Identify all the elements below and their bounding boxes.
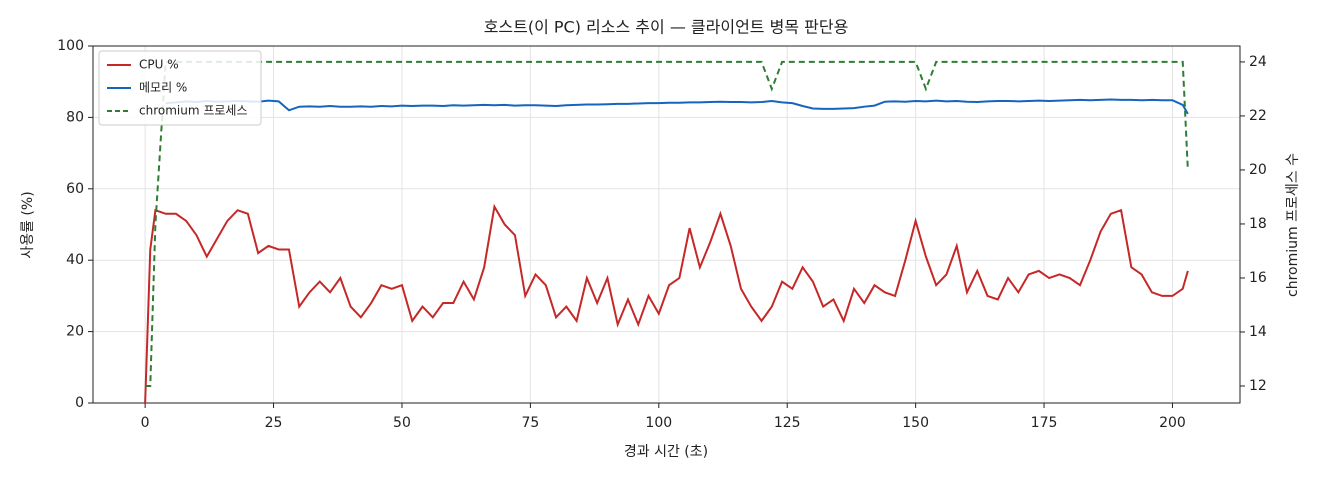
series-line — [144, 203, 1189, 404]
x-tick-label: 125 — [774, 415, 801, 431]
y-tick-label: 60 — [66, 181, 84, 197]
chart-title: 호스트(이 PC) 리소스 추이 — 클라이언트 병목 판단용 — [484, 18, 849, 37]
x-tick-label: 150 — [902, 415, 929, 431]
y2-tick-label: 22 — [1249, 108, 1267, 124]
legend-label: 메모리 % — [139, 81, 187, 95]
legend-label: CPU % — [139, 58, 179, 72]
x-tick-label: 25 — [265, 415, 283, 431]
y2-axis-label: chromium 프로세스 수 — [1285, 153, 1301, 297]
x-tick-label: 0 — [141, 415, 150, 431]
legend-label: chromium 프로세스 — [139, 104, 248, 118]
x-tick-label: 175 — [1031, 415, 1058, 431]
legend-box — [98, 50, 262, 126]
y-tick-label: 40 — [66, 252, 84, 268]
x-tick-label: 50 — [393, 415, 411, 431]
y-tick-label: 20 — [66, 324, 84, 340]
series-line — [145, 60, 1189, 387]
y2-tick-label: 14 — [1249, 324, 1267, 340]
y-axis-label: 사용률 (%) — [20, 191, 36, 258]
y2-tick-label: 18 — [1249, 216, 1267, 232]
y2-tick-label: 16 — [1249, 270, 1267, 286]
x-tick-label: 100 — [645, 415, 672, 431]
y2-tick-label: 20 — [1249, 162, 1267, 178]
y-tick-label: 0 — [75, 395, 84, 411]
y2-tick-label: 24 — [1249, 54, 1267, 70]
y2-tick-label: 12 — [1249, 378, 1267, 394]
series-line — [165, 98, 1189, 115]
y-tick-label: 100 — [57, 38, 84, 54]
x-tick-label: 75 — [521, 415, 539, 431]
x-tick-label: 200 — [1159, 415, 1186, 431]
plot-frame — [92, 45, 1241, 404]
x-axis-label: 경과 시간 (초) — [624, 444, 708, 460]
y-tick-label: 80 — [66, 109, 84, 125]
